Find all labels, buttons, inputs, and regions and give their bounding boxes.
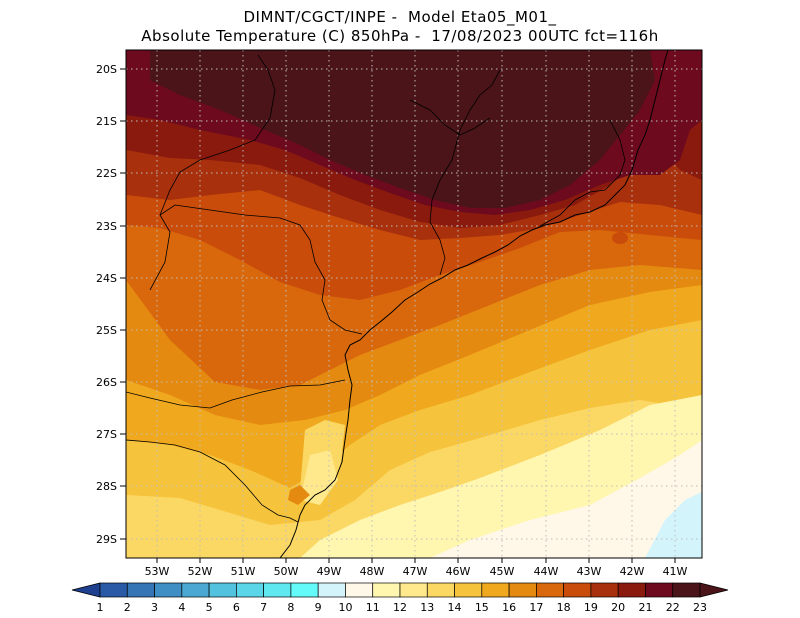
colorbar-label: 19 [584, 601, 598, 614]
colorbar-swatch [236, 582, 264, 598]
lon-label-47w: 47W [403, 565, 428, 578]
colorbar: 1 2 3 4 5 6 7 8 9 10 11 12 13 14 15 16 17 18 19 20 21 22 23 [71, 582, 729, 614]
colorbar-label: 1 [97, 601, 104, 614]
colorbar-swatch [399, 582, 428, 598]
colorbar-left-arrow [71, 582, 101, 598]
colorbar-swatch [426, 582, 455, 598]
colorbar-label: 22 [666, 601, 680, 614]
colorbar-label: 10 [338, 601, 352, 614]
colorbar-swatch [345, 582, 374, 598]
colorbar-label: 21 [638, 601, 652, 614]
colorbar-label: 5 [206, 601, 213, 614]
state-borders [126, 54, 626, 523]
lon-label-50w: 50W [274, 565, 299, 578]
lat-label-24s: 24S [96, 272, 117, 285]
colorbar-swatch [181, 582, 210, 598]
lon-label-51w: 51W [231, 565, 256, 578]
latitude-axis: 20S 21S 22S 23S 24S 25S 26S 27S 28S 29S [96, 63, 126, 546]
lon-label-49w: 49W [317, 565, 342, 578]
colorbar-label: 12 [393, 601, 407, 614]
lon-label-46w: 46W [446, 565, 471, 578]
colorbar-swatch [563, 582, 592, 598]
lon-label-45w: 45W [490, 565, 515, 578]
colorbar-label: 20 [611, 601, 625, 614]
colorbar-swatch [263, 582, 292, 598]
colorbar-swatch [154, 582, 183, 598]
colorbar-label: 18 [557, 601, 571, 614]
lat-label-21s: 21S [96, 115, 117, 128]
lon-label-48w: 48W [360, 565, 385, 578]
lat-label-20s: 20S [96, 63, 117, 76]
colorbar-label: 14 [448, 601, 462, 614]
lat-label-23s: 23S [96, 220, 117, 233]
colorbar-swatch [317, 582, 346, 598]
lon-label-42w: 42W [620, 565, 645, 578]
colorbar-right-arrow [699, 582, 729, 598]
lat-label-29s: 29S [96, 533, 117, 546]
colorbar-swatch [590, 582, 619, 598]
colorbar-swatch [672, 582, 701, 598]
graticule [126, 50, 702, 558]
colorbar-swatch [617, 582, 646, 598]
lon-label-52w: 52W [188, 565, 213, 578]
chart-title-line-2: Absolute Temperature (C) 850hPa - 17/08/… [141, 27, 659, 45]
colorbar-label: 17 [529, 601, 543, 614]
colorbar-label: 6 [233, 601, 240, 614]
colorbar-swatch [126, 582, 155, 598]
temperature-field [126, 50, 702, 558]
colorbar-swatch [454, 582, 483, 598]
colorbar-label: 8 [287, 601, 294, 614]
colorbar-label: 4 [178, 601, 185, 614]
lat-label-25s: 25S [96, 324, 117, 337]
colorbar-label: 2 [124, 601, 131, 614]
lat-label-22s: 22S [96, 167, 117, 180]
colorbar-label: 13 [420, 601, 434, 614]
lon-label-53w: 53W [145, 565, 170, 578]
colorbar-label: 11 [366, 601, 380, 614]
colorbar-label: 23 [693, 601, 707, 614]
coastline [279, 50, 669, 558]
colorbar-swatch [208, 582, 237, 598]
lat-label-26s: 26S [96, 376, 117, 389]
colorbar-swatch [645, 582, 674, 598]
colorbar-swatch [481, 582, 510, 598]
plot-frame [125, 49, 703, 559]
lon-label-43w: 43W [577, 565, 602, 578]
lon-label-44w: 44W [534, 565, 559, 578]
colorbar-label: 15 [475, 601, 489, 614]
lat-label-28s: 28S [96, 480, 117, 493]
colorbar-swatch [372, 582, 401, 598]
colorbar-swatch [508, 582, 537, 598]
longitude-axis: 53W 52W 51W 50W 49W 48W 47W 46W 45W 44W … [145, 558, 688, 578]
colorbar-label: 16 [502, 601, 516, 614]
lat-label-27s: 27S [96, 428, 117, 441]
colorbar-label: 7 [260, 601, 267, 614]
colorbar-label: 9 [315, 601, 322, 614]
lon-label-41w: 41W [663, 565, 688, 578]
chart-title-line-1: DIMNT/CGCT/INPE - Model Eta05_M01_ [243, 8, 557, 26]
colorbar-label: 3 [151, 601, 158, 614]
colorbar-swatch [99, 582, 128, 598]
colorbar-swatch [290, 582, 319, 598]
colorbar-swatch [536, 582, 564, 598]
